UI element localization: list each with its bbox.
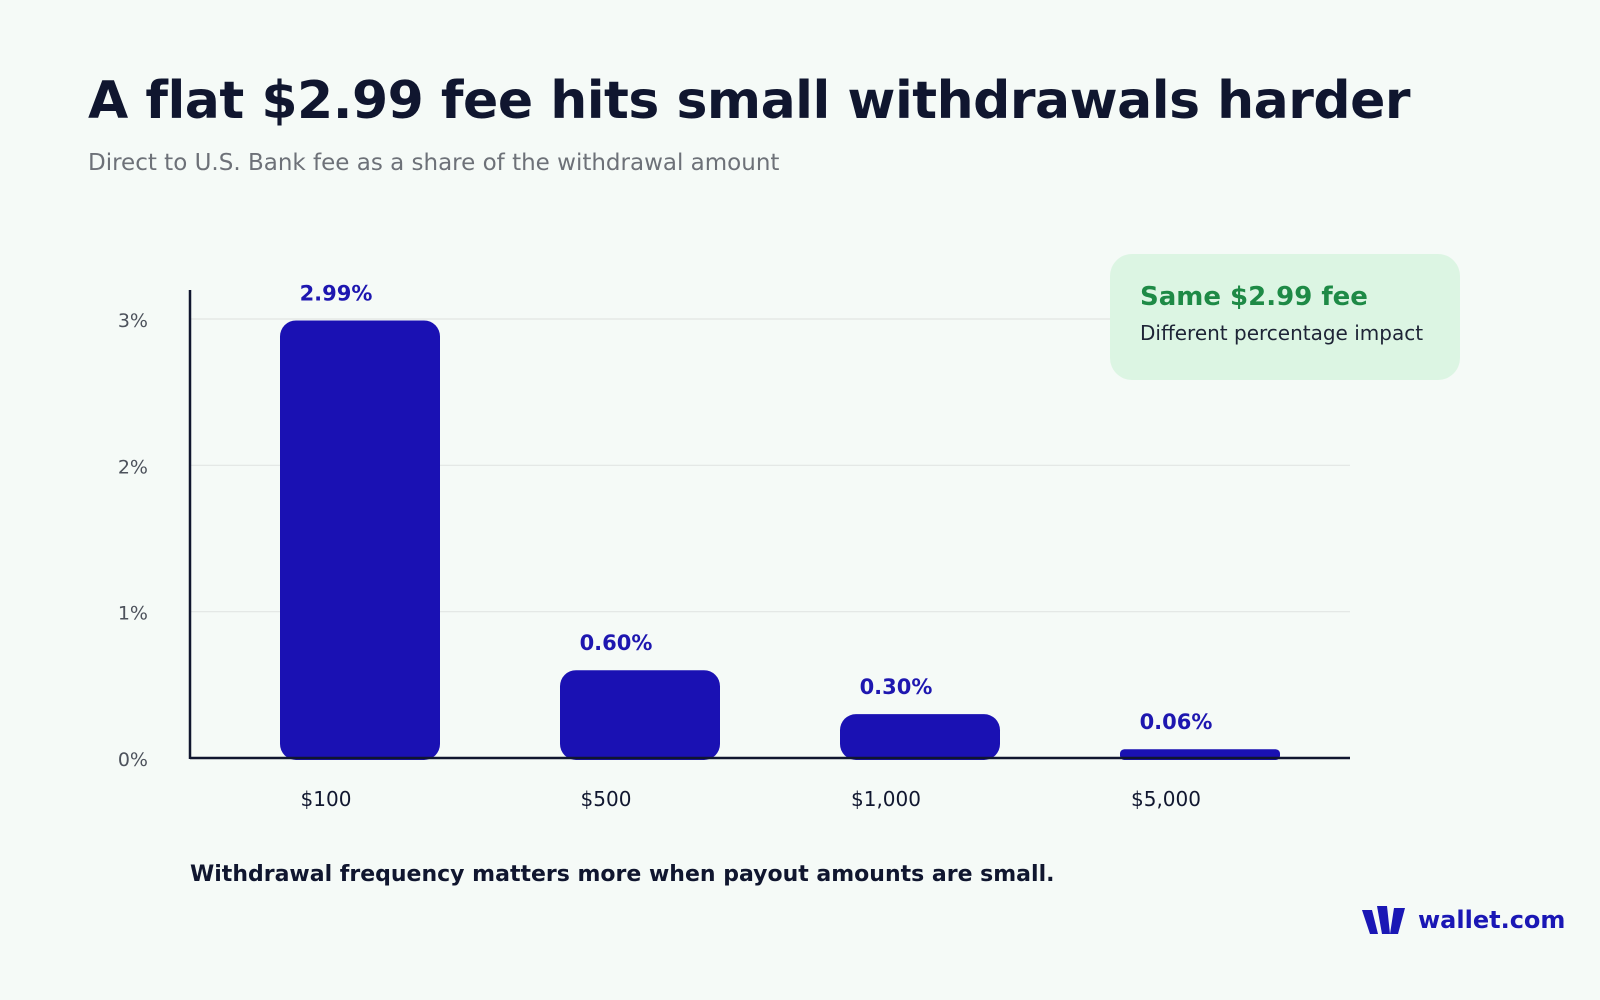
bar-value-label: 0.06% [1140,710,1213,734]
callout-title: Same $2.99 fee [1140,282,1368,312]
brand-name: wallet.com [1418,906,1566,934]
y-tick-label: 1% [118,603,148,625]
x-tick-label: $100 [301,787,352,811]
chart-footnote: Withdrawal frequency matters more when p… [190,862,1055,887]
bar-value-label: 2.99% [300,281,373,305]
axes [188,290,1350,760]
chart-subtitle: Direct to U.S. Bank fee as a share of th… [88,150,780,176]
labels: 0% 1% 2% 3% 2.99% $100 0.60% $500 0.30% $1,000 0.0… [118,281,1213,811]
bar [560,670,720,760]
callout-text: Different percentage impact [1140,321,1424,345]
y-tick-label: 0% [118,749,148,771]
bars [280,320,1280,760]
callout-box: Same $2.99 fee Different percentage impa… [1110,254,1460,380]
bar-value-label: 0.60% [580,631,653,655]
y-tick-label: 2% [118,456,148,478]
bar [280,320,440,760]
wallet-logo-icon [1362,906,1405,934]
y-tick-label: 3% [118,310,148,332]
x-tick-label: $1,000 [851,787,921,811]
bar [840,714,1000,760]
x-tick-label: $500 [581,787,632,811]
bar-value-label: 0.30% [860,675,933,699]
x-tick-label: $5,000 [1131,787,1201,811]
chart-title: A flat $2.99 fee hits small withdrawals … [88,71,1411,131]
brand-logo: wallet.com [1360,900,1565,940]
